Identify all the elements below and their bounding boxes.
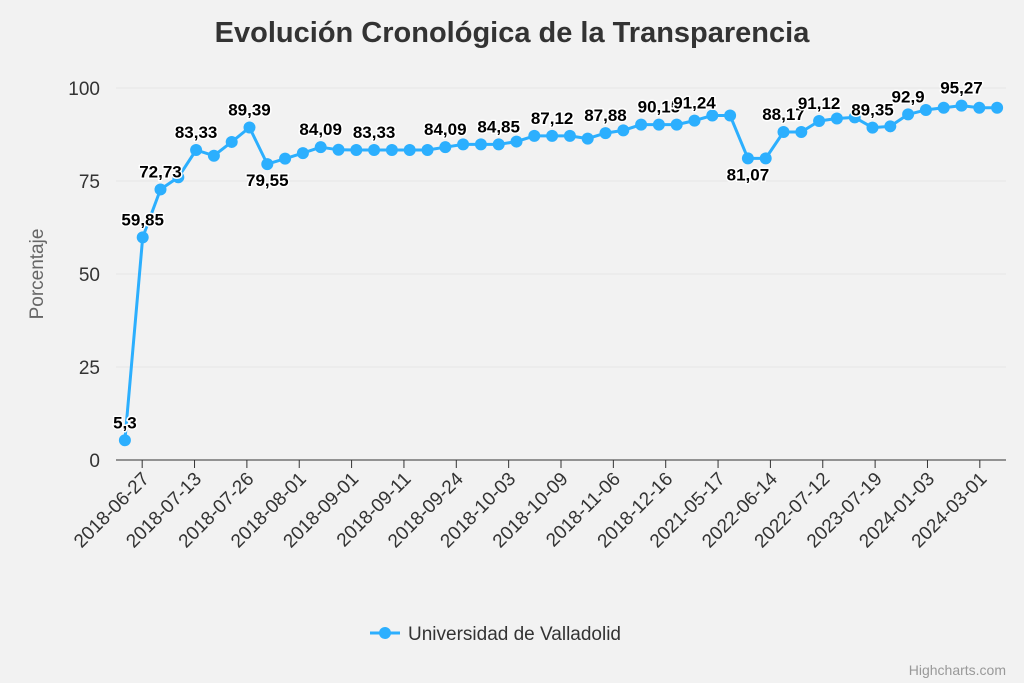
data-point-14[interactable] [368,144,381,157]
data-point-20[interactable] [474,138,487,151]
grid-lines [116,87,1006,368]
y-tick-label-1: 25 [79,358,100,379]
data-point-42[interactable] [866,121,879,134]
data-point-5[interactable] [207,149,220,162]
data-point-11[interactable] [314,141,327,154]
data-point-16[interactable] [403,144,416,157]
data-label-21: 84,85 [477,117,520,136]
data-point-38[interactable] [795,126,808,139]
data-point-46[interactable] [937,101,950,114]
data-point-23[interactable] [528,129,541,142]
data-point-13[interactable] [350,144,363,157]
data-label-0: 5,3 [113,413,137,432]
data-point-22[interactable] [510,135,523,148]
legend-item-label[interactable]: Universidad de Valladolid [408,624,621,645]
data-point-19[interactable] [457,138,470,151]
credits-link[interactable]: Highcharts.com [909,662,1006,678]
data-point-4[interactable] [190,144,203,157]
data-point-25[interactable] [563,129,576,142]
data-point-3[interactable] [172,171,185,184]
data-point-18[interactable] [439,141,452,154]
chart-title: Evolución Cronológica de la Transparenci… [215,17,811,49]
data-point-8[interactable] [261,158,274,171]
data-point-31[interactable] [670,118,683,131]
data-label-47: 95,27 [940,79,983,98]
data-point-40[interactable] [830,112,843,125]
data-point-12[interactable] [332,143,345,156]
legend-marker-icon [379,627,391,639]
data-label-37: 88,17 [762,105,805,124]
y-axis-ticks: 0 25 50 75 100 [68,79,100,472]
data-label-4: 83,33 [175,123,218,142]
data-point-43[interactable] [884,120,897,133]
data-label-39: 91,12 [798,94,841,113]
data-label-32: 91,24 [673,94,716,113]
data-point-15[interactable] [385,144,398,157]
data-point-6[interactable] [225,135,238,148]
y-tick-label-3: 75 [79,172,100,193]
y-tick-label-4: 100 [68,79,100,100]
data-point-0[interactable] [118,434,131,447]
data-label-24: 87,12 [531,109,574,128]
legend[interactable]: Universidad de Valladolid [370,624,621,645]
data-label-1: 59,85 [121,210,164,229]
data-point-35[interactable] [741,152,754,165]
data-label-8: 79,55 [246,171,289,190]
data-label-44: 92,9 [892,87,925,106]
data-point-44[interactable] [902,108,915,121]
data-point-47[interactable] [955,99,968,112]
data-point-37[interactable] [777,126,790,139]
data-point-29[interactable] [635,118,648,131]
data-point-39[interactable] [813,115,826,128]
series-universidad[interactable] [118,99,1004,447]
data-point-30[interactable] [652,118,665,131]
data-label-42: 89,35 [851,101,894,120]
data-label-2: 72,73 [139,162,182,181]
y-tick-label-2: 50 [79,265,100,286]
data-point-28[interactable] [617,124,630,137]
series-line [123,104,998,441]
data-point-34[interactable] [724,109,737,122]
data-point-21[interactable] [492,138,505,151]
data-label-27: 87,88 [584,106,627,125]
data-point-41[interactable] [848,111,861,124]
data-point-17[interactable] [421,144,434,157]
data-point-48[interactable] [973,101,986,114]
y-tick-label-0: 0 [89,451,100,472]
data-label-7: 89,39 [228,100,271,119]
data-label-18: 84,09 [424,120,467,139]
data-label-35: 81,07 [727,165,770,184]
data-point-9[interactable] [279,152,292,165]
x-axis-ticks: 2018-06-272018-07-132018-07-262018-08-01… [70,460,991,552]
data-point-1[interactable] [136,231,149,244]
data-label-30: 90,15 [638,98,681,117]
data-point-26[interactable] [581,132,594,145]
data-point-7[interactable] [243,121,256,134]
data-point-33[interactable] [706,109,719,122]
data-label-11: 84,09 [299,120,342,139]
data-point-27[interactable] [599,127,612,140]
data-point-24[interactable] [546,129,559,142]
data-label-14: 83,33 [353,123,396,142]
data-point-2[interactable] [154,183,167,196]
data-labels: 5,3 59,85 72,73 83,33 89,39 79,55 84,09 83,33 84… [112,77,985,434]
data-point-10[interactable] [296,147,309,160]
data-point-36[interactable] [759,152,772,165]
data-point-49[interactable] [991,101,1004,114]
data-point-45[interactable] [919,103,932,116]
y-axis-label: Porcentaje [27,229,48,320]
data-point-32[interactable] [688,114,701,127]
